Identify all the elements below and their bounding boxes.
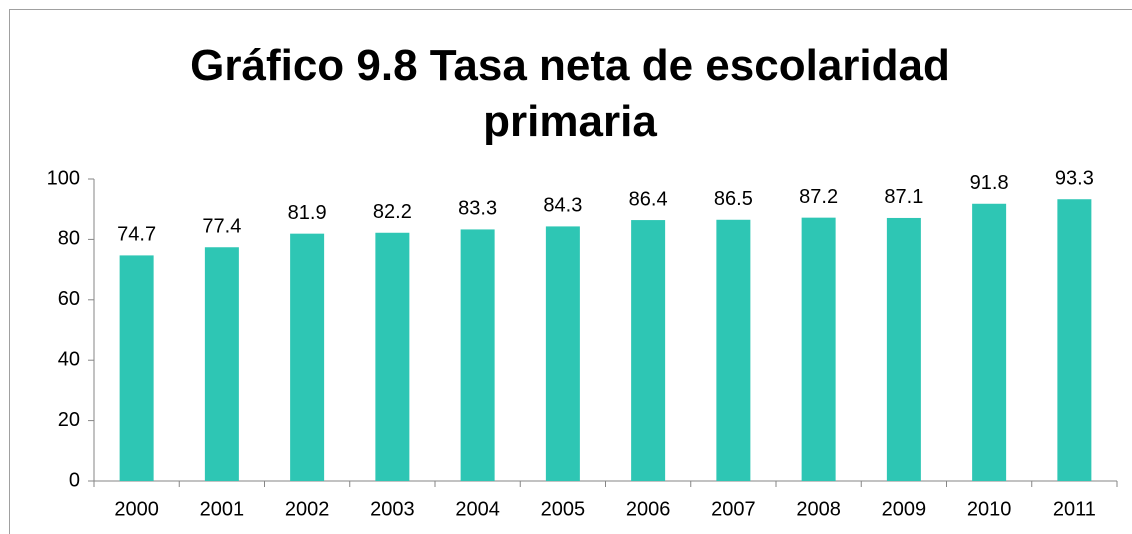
chart-title: Gráfico 9.8 Tasa neta de escolaridad pri…: [190, 41, 950, 146]
value-label: 84.3: [543, 195, 582, 217]
bar: [375, 232, 410, 481]
value-label: 87.2: [799, 186, 838, 208]
value-label: 74.7: [117, 224, 156, 246]
x-tick-label: 2011: [1053, 498, 1096, 520]
value-label: 86.5: [714, 188, 753, 210]
value-label: 86.4: [629, 188, 668, 210]
bar: [716, 219, 751, 481]
x-tick-label: 2009: [882, 498, 927, 520]
y-tick-label: 100: [47, 167, 80, 189]
x-tick-label: 2007: [711, 498, 756, 520]
x-tick-label: 2004: [455, 498, 500, 520]
value-label: 91.8: [970, 172, 1009, 194]
x-tick-label: 2008: [796, 498, 841, 520]
value-label: 77.4: [202, 216, 241, 238]
x-tick-label: 2005: [541, 498, 586, 520]
bar: [886, 217, 921, 481]
x-tick-label: 2010: [967, 498, 1012, 520]
x-tick-label: 2006: [626, 498, 671, 520]
x-tick-label: 2000: [114, 498, 159, 520]
value-label: 82.2: [373, 201, 412, 223]
x-tick-label: 2002: [285, 498, 330, 520]
value-label: 93.3: [1055, 168, 1094, 190]
bar: [204, 247, 239, 481]
y-tick-label: 40: [58, 348, 80, 370]
value-label: 83.3: [458, 198, 497, 220]
y-tick-label: 0: [69, 469, 80, 491]
bar: [801, 217, 836, 481]
y-tick-label: 20: [58, 409, 80, 431]
value-label: 81.9: [288, 202, 327, 224]
bar: [290, 233, 325, 481]
y-tick-label: 80: [58, 228, 80, 250]
x-tick-label: 2003: [370, 498, 415, 520]
bar: [545, 226, 580, 481]
bar: [631, 220, 666, 481]
bar: [460, 229, 495, 481]
x-tick-label: 2001: [200, 498, 245, 520]
bar: [1057, 199, 1092, 481]
bar: [119, 255, 154, 481]
bar: [972, 203, 1007, 481]
value-label: 87.1: [884, 186, 923, 208]
chart-frame: [9, 9, 1132, 534]
y-tick-label: 60: [58, 288, 80, 310]
